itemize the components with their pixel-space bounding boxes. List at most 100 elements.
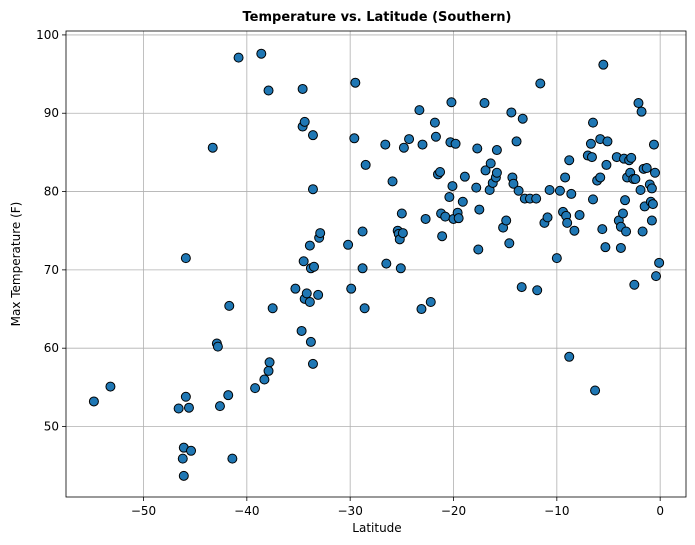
data-point <box>480 165 491 176</box>
data-point <box>595 172 606 183</box>
data-point <box>264 357 275 368</box>
data-point <box>566 188 577 199</box>
data-point <box>395 263 406 274</box>
data-point <box>450 138 461 149</box>
data-point <box>214 401 225 412</box>
data-point <box>304 296 315 307</box>
y-tick-label: 90 <box>44 106 59 120</box>
data-point <box>416 304 427 315</box>
data-point <box>641 163 652 174</box>
data-point <box>178 470 189 481</box>
data-point <box>473 244 484 255</box>
data-point <box>585 138 596 149</box>
data-point <box>224 300 235 311</box>
data-point <box>437 231 448 242</box>
data-point <box>471 182 482 193</box>
data-point <box>532 285 543 296</box>
data-point <box>307 130 318 141</box>
data-point <box>425 296 436 307</box>
data-point <box>648 139 659 150</box>
data-point <box>601 159 612 170</box>
data-point <box>105 381 116 392</box>
data-point <box>290 283 301 294</box>
data-point <box>207 142 218 153</box>
data-point <box>544 184 555 195</box>
data-point <box>359 303 370 314</box>
data-point <box>569 225 580 236</box>
data-point <box>602 136 613 147</box>
data-point <box>617 208 628 219</box>
x-tick-label: −20 <box>441 504 466 518</box>
data-point <box>357 226 368 237</box>
data-point <box>586 152 597 163</box>
data-point <box>630 174 641 185</box>
data-point <box>301 288 312 299</box>
x-tick-label: 0 <box>656 504 664 518</box>
data-point <box>453 213 464 224</box>
data-point <box>447 181 458 192</box>
data-point <box>387 176 398 187</box>
data-point <box>636 106 647 117</box>
data-point <box>597 224 608 235</box>
data-point <box>513 185 524 196</box>
data-point <box>560 172 571 183</box>
data-point <box>444 192 455 203</box>
data-point <box>357 263 368 274</box>
data-point <box>435 166 446 177</box>
data-point <box>381 258 392 269</box>
data-point <box>646 183 657 194</box>
data-point <box>256 48 267 59</box>
data-point <box>516 282 527 293</box>
data-point <box>349 133 360 144</box>
data-point <box>417 139 428 150</box>
data-point <box>263 365 274 376</box>
data-point <box>491 145 502 156</box>
data-point <box>564 351 575 362</box>
data-point <box>654 257 665 268</box>
data-point <box>633 98 644 109</box>
data-point <box>629 279 640 290</box>
data-point <box>297 83 308 94</box>
data-point <box>440 211 451 222</box>
data-point <box>501 215 512 226</box>
data-point <box>588 194 598 205</box>
x-tick-label: −50 <box>131 504 156 518</box>
data-point <box>267 303 278 314</box>
chart-title: Temperature vs. Latitude (Southern) <box>243 10 512 25</box>
data-point <box>531 193 542 204</box>
plot-frame <box>65 30 687 498</box>
data-point <box>227 453 238 464</box>
data-point <box>263 85 274 96</box>
data-point <box>508 178 519 189</box>
data-point <box>313 289 324 300</box>
data-point <box>315 228 326 239</box>
data-point <box>177 453 188 464</box>
data-point <box>564 155 575 166</box>
data-point <box>380 139 391 150</box>
data-point <box>459 171 470 182</box>
data-point <box>88 396 99 407</box>
y-tick-label: 100 <box>36 28 59 42</box>
data-point <box>430 131 441 142</box>
data-point <box>446 97 457 108</box>
data-point <box>299 116 310 127</box>
data-point <box>304 240 315 251</box>
data-point <box>233 52 244 63</box>
data-point <box>574 210 585 221</box>
data-point <box>626 152 637 163</box>
x-axis-label: Latitude <box>352 521 401 535</box>
data-point <box>485 158 496 169</box>
y-tick-label: 60 <box>44 341 59 355</box>
data-point <box>491 167 502 178</box>
data-point <box>298 256 309 267</box>
data-point <box>296 325 307 336</box>
data-point <box>180 391 191 402</box>
data-point <box>414 105 425 116</box>
data-point <box>647 199 658 210</box>
data-point <box>309 261 319 272</box>
y-tick-label: 80 <box>44 185 59 199</box>
y-axis-label: Max Temperature (F) <box>9 202 23 327</box>
data-point <box>511 136 522 147</box>
data-point <box>305 336 316 347</box>
